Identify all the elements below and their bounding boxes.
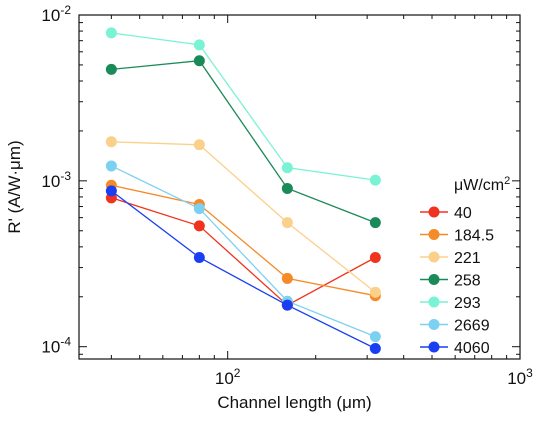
axes: 102 103 10-4 10-3 10-2 Channel length (μm) R' … [5, 3, 533, 412]
x-axis-label: Channel length (μm) [217, 393, 371, 412]
data-point-293 [105, 27, 117, 39]
data-point-258 [105, 63, 117, 75]
legend-swatch-marker [428, 274, 440, 285]
series-layer [105, 27, 381, 355]
data-point-2669 [193, 203, 205, 215]
data-point-293 [193, 39, 205, 51]
series-line-258 [111, 60, 376, 224]
y-tick-label: 10-3 [41, 169, 71, 191]
x-tick-label: 103 [507, 366, 533, 388]
series-line-2669 [111, 165, 376, 338]
legend-entry-label: 221 [454, 250, 481, 267]
y-tick-label: 10-4 [41, 335, 71, 357]
data-point-258 [281, 182, 293, 194]
data-point-4060 [369, 343, 381, 355]
legend-swatch-marker [428, 319, 440, 330]
data-point-2669 [105, 160, 117, 172]
legend-swatch-marker [428, 296, 440, 308]
data-point-4060 [281, 299, 293, 311]
data-point-4060 [105, 185, 117, 197]
y-tick-label: 10-2 [41, 3, 71, 25]
data-point-221 [281, 217, 293, 229]
series-line-184.5 [111, 184, 376, 297]
data-point-221 [105, 136, 117, 148]
series-line-40 [111, 197, 376, 306]
legend-entry-label: 40 [454, 205, 472, 222]
legend-entry-label: 293 [454, 295, 481, 312]
y-axis-label: R' (A/W·μm) [5, 140, 24, 233]
legend-swatch-marker [428, 206, 440, 218]
data-point-221 [193, 139, 205, 151]
data-point-40 [193, 220, 205, 232]
data-point-293 [369, 174, 381, 186]
legend-swatch-marker [428, 251, 440, 263]
data-point-258 [193, 55, 205, 67]
data-point-293 [281, 162, 293, 174]
legend-entry-label: 258 [454, 273, 481, 290]
legend-title: μW/cm2 [454, 175, 510, 194]
series-line-293 [111, 32, 376, 181]
data-point-221 [369, 286, 381, 298]
legend-entry-label: 4060 [454, 340, 490, 357]
data-point-258 [369, 217, 381, 229]
series-line-221 [111, 141, 376, 293]
legend-entry-label: 2669 [454, 318, 490, 335]
legend-swatch-marker [428, 229, 440, 240]
data-point-2669 [369, 331, 381, 343]
data-point-40 [369, 252, 381, 264]
legend: μW/cm2 40 184.5 221 258 293 2669 4060 [420, 175, 510, 357]
data-point-4060 [193, 252, 205, 264]
plot-frame [78, 14, 521, 360]
legend-entry-label: 184.5 [454, 228, 494, 245]
data-point-184.5 [281, 272, 293, 284]
series-line-4060 [111, 190, 376, 350]
legend-swatch-marker [428, 341, 440, 353]
x-tick-label: 102 [215, 366, 241, 388]
